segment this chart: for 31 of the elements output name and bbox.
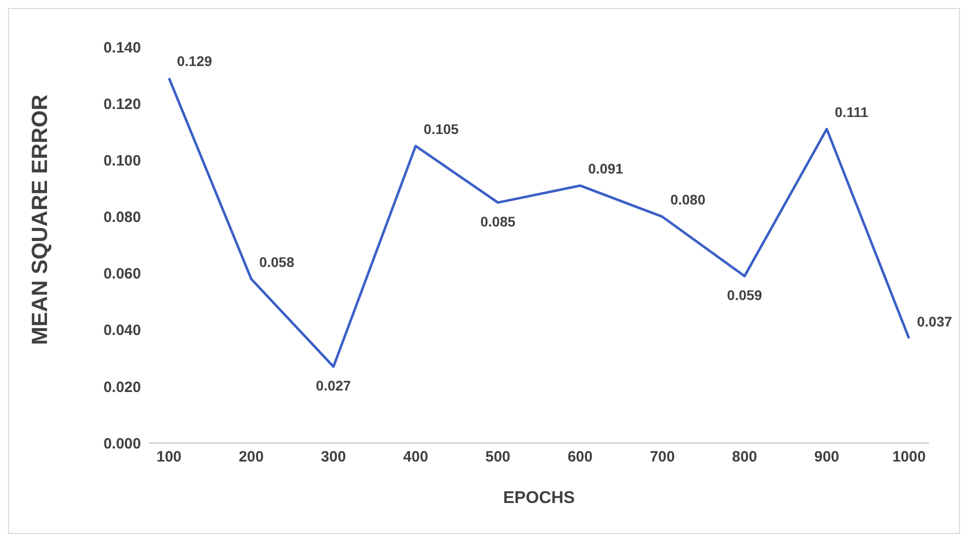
data-label: 0.091 <box>588 160 624 177</box>
y-tick-label: 0.060 <box>103 266 141 283</box>
y-tick-label: 0.040 <box>103 322 141 340</box>
x-tick-label: 200 <box>238 448 264 466</box>
x-tick-label: 1000 <box>892 448 926 466</box>
x-tick-label: 700 <box>650 448 675 466</box>
data-label: 0.037 <box>917 313 952 330</box>
data-label: 0.111 <box>834 104 868 120</box>
y-axis-title: MEAN SQUARE ERROR <box>26 94 52 345</box>
line-series <box>168 76 910 368</box>
y-tick-label: 0.140 <box>103 39 141 56</box>
x-tick-label: 100 <box>156 448 182 466</box>
x-tick-label: 300 <box>320 448 346 466</box>
x-tick-label: 800 <box>732 448 758 466</box>
data-label: 0.027 <box>316 378 352 394</box>
x-tick-label: 400 <box>403 448 428 466</box>
data-label: 0.085 <box>480 214 516 230</box>
y-tick-label: 0.120 <box>103 96 141 113</box>
y-tick-label: 0.020 <box>103 378 141 396</box>
y-tick-label: 0.080 <box>103 209 141 226</box>
data-label: 0.059 <box>727 287 762 304</box>
data-label: 0.105 <box>424 121 459 137</box>
y-tick-label: 0.100 <box>103 152 141 170</box>
x-tick-label: 500 <box>485 448 510 466</box>
x-axis-title: EPOCHS <box>503 488 575 507</box>
x-tick-label: 900 <box>814 448 840 466</box>
y-tick-label: 0.000 <box>103 435 141 452</box>
x-tick-label: 600 <box>568 448 593 466</box>
data-label: 0.058 <box>259 254 294 270</box>
data-label: 0.129 <box>177 53 212 70</box>
data-label: 0.080 <box>670 192 706 208</box>
